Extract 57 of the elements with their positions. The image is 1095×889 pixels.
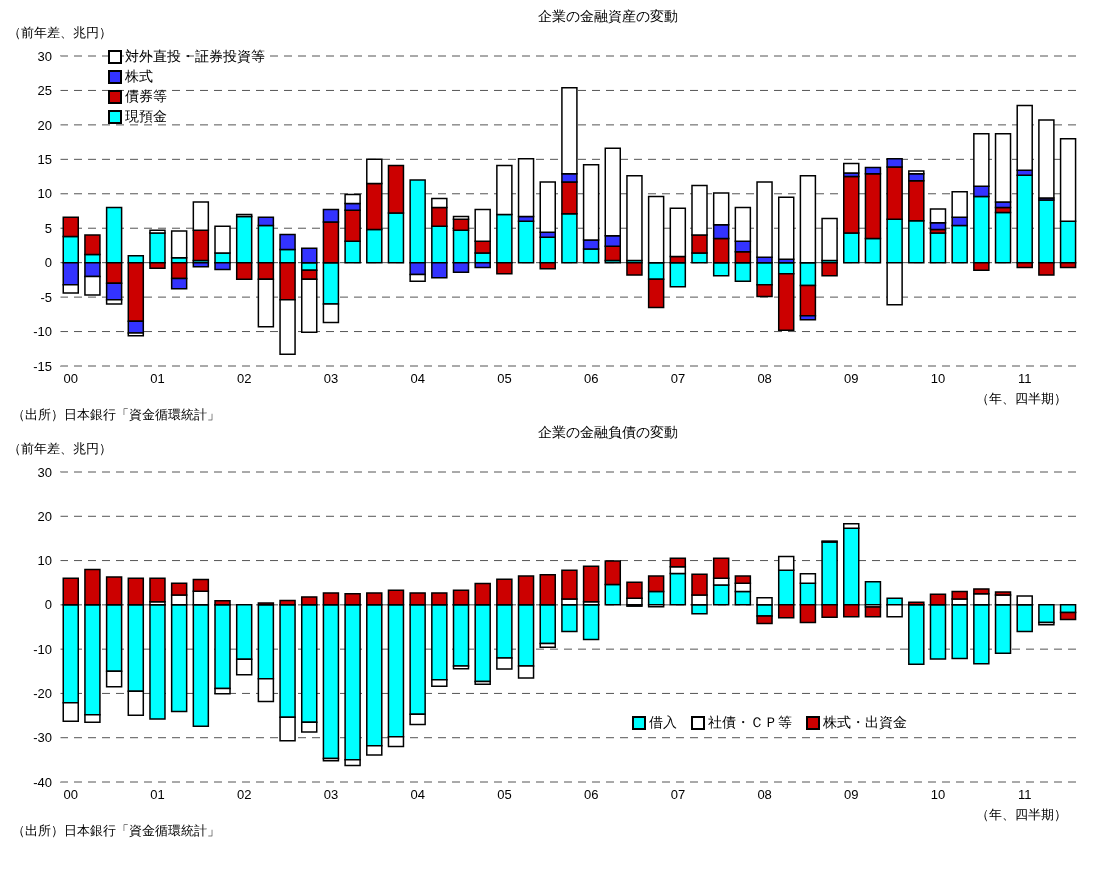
y-tick-label: 5 xyxy=(44,220,52,236)
y-tick-label: 0 xyxy=(44,597,52,613)
y-tick-label: -5 xyxy=(40,289,52,305)
y-tick-label: 0 xyxy=(44,255,52,271)
legend-label: 対外直投・証券投資等 xyxy=(125,48,265,66)
x-tick-label: 09 xyxy=(844,787,859,803)
x-tick-label: 10 xyxy=(930,371,946,387)
y-tick-label: 20 xyxy=(37,117,52,133)
y-tick-label: -40 xyxy=(33,774,52,790)
y-tick-label: -30 xyxy=(33,730,52,746)
y-tick-label: 15 xyxy=(37,151,52,167)
x-tick-label: 06 xyxy=(583,371,599,387)
x-tick-label: 00 xyxy=(63,371,79,387)
y-tick-label: 30 xyxy=(37,464,52,480)
legend-label: 現預金 xyxy=(125,108,167,126)
chart-title: 企業の金融負債の変動 xyxy=(536,424,679,442)
legend-label: 債券等 xyxy=(125,88,167,106)
x-tick-label: 11 xyxy=(1018,371,1032,387)
x-axis-title: （年、四半期） xyxy=(975,390,1068,406)
y-axis-title: （前年差、兆円） xyxy=(8,440,112,458)
text: （出所）日本銀行「資金循環統計」 xyxy=(11,406,221,424)
x-tick-label: 02 xyxy=(237,787,252,803)
x-tick-label: 00 xyxy=(63,787,79,803)
x-tick-label: 04 xyxy=(410,787,425,803)
x-tick-label: 08 xyxy=(757,371,772,387)
x-tick-label: 05 xyxy=(497,787,512,803)
x-tick-label: 04 xyxy=(410,371,425,387)
x-tick-label: 08 xyxy=(757,787,772,803)
x-tick-label: 03 xyxy=(323,371,339,387)
x-tick-label: 07 xyxy=(670,787,686,803)
text: （出所）日本銀行「資金循環統計」 xyxy=(11,822,221,840)
x-tick-label: 02 xyxy=(237,371,252,387)
y-tick-label: 25 xyxy=(37,83,52,99)
y-tick-label: -10 xyxy=(33,324,52,340)
x-tick-label: 09 xyxy=(844,371,859,387)
y-tick-label: 20 xyxy=(37,508,52,524)
x-tick-label: 11 xyxy=(1018,787,1032,803)
chart-title: 企業の金融資産の変動 xyxy=(536,8,679,26)
y-tick-label: -15 xyxy=(33,358,52,374)
legend-label: 株式 xyxy=(125,68,153,86)
y-tick-label: 10 xyxy=(37,553,52,569)
x-tick-label: 06 xyxy=(583,787,599,803)
y-tick-label: 30 xyxy=(37,48,52,64)
legend-label: 社債・ＣＰ等 xyxy=(708,714,792,732)
x-tick-label: 01 xyxy=(150,371,165,387)
x-tick-label: 10 xyxy=(930,787,946,803)
x-axis-title: （年、四半期） xyxy=(975,806,1068,822)
legend-label: 借入 xyxy=(649,714,677,732)
x-tick-label: 05 xyxy=(497,371,512,387)
legend-label: 株式・出資金 xyxy=(823,714,907,732)
x-tick-label: 03 xyxy=(323,787,339,803)
y-tick-label: -20 xyxy=(33,686,52,702)
y-tick-label: -10 xyxy=(33,641,52,657)
x-tick-label: 07 xyxy=(670,371,686,387)
y-axis-title: （前年差、兆円） xyxy=(8,24,112,42)
y-tick-label: 10 xyxy=(37,186,52,202)
x-tick-label: 01 xyxy=(150,787,165,803)
